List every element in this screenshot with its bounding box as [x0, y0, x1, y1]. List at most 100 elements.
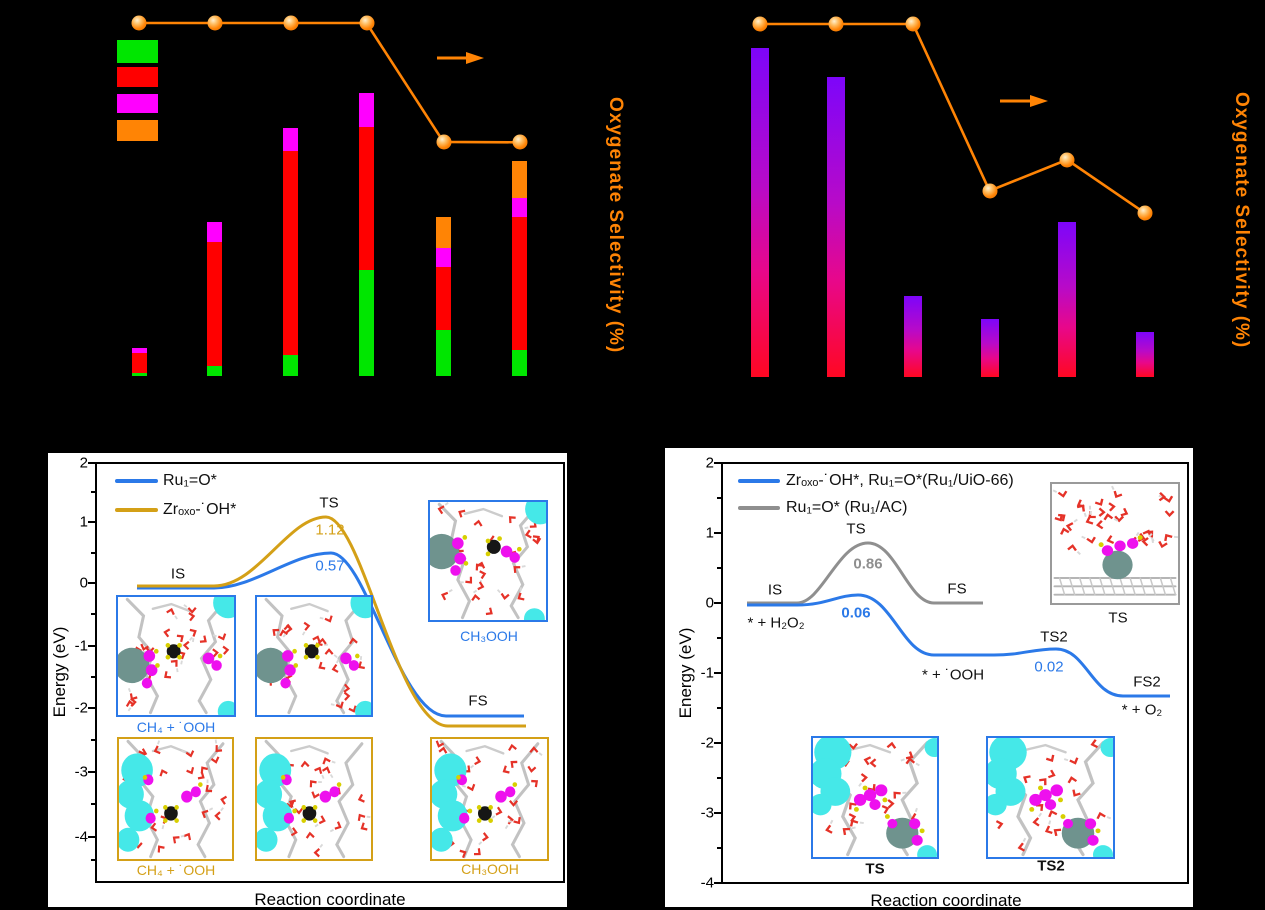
selectivity-marker [512, 134, 527, 150]
selectivity-marker [828, 16, 844, 32]
legend-line-gray [738, 506, 780, 510]
panel-d-x-axis-label: Reaction coordinate [870, 891, 1022, 910]
inset-caption: TS2 [1037, 857, 1065, 875]
legend-swatch-green [117, 40, 158, 63]
inset-caption: CH₃OOH [460, 628, 518, 644]
stacked-bar-segment [131, 348, 147, 354]
state-label-IS: IS [170, 565, 186, 583]
y-tick: -3 [700, 804, 714, 822]
selectivity-marker [436, 134, 451, 150]
legend-swatch-orange [117, 120, 158, 141]
stacked-bar-segment [512, 216, 527, 350]
state-label-IS: IS [767, 581, 783, 599]
panel-a-right-axis-label: Oxygenate Selectivity (%) [605, 97, 626, 354]
barrier-value-blue: 0.57 [315, 557, 345, 575]
y-tick: -4 [74, 828, 88, 846]
stacked-bar-segment [207, 222, 222, 243]
stacked-bar-segment [283, 128, 298, 152]
panel-c-x-axis-label: Reaction coordinate [254, 890, 406, 909]
gradient-bar [1058, 221, 1076, 378]
panel-c-axes-frame [95, 462, 565, 883]
inset-caption: CH₄ + ˙OOH [136, 719, 216, 735]
y-tick: -2 [700, 734, 714, 752]
y-tick: -4 [700, 874, 714, 892]
species-label-OOH: * + ˙OOH [921, 666, 985, 684]
barrier-value-gray: 0.86 [853, 555, 883, 573]
state-label-FS: FS [947, 580, 967, 598]
stacked-bar-segment [359, 127, 374, 271]
molecular-structure-inset [1050, 482, 1180, 605]
stacked-bar-segment [359, 93, 374, 128]
barrier-value-ts2: 0.02 [1034, 658, 1064, 676]
selectivity-marker [905, 16, 921, 32]
gradient-bar [750, 47, 769, 378]
legend-label-gold: Zrₒₓₒ-˙OH* [163, 501, 237, 518]
legend-label-gray: Ru₁=O* (Ru₁/AC) [786, 499, 908, 516]
y-tick: 1 [79, 513, 88, 531]
inset-caption: CH₃OOH [461, 861, 519, 877]
inset-caption: CH₄ + ˙OOH [136, 862, 216, 878]
right-arrow-icon [1000, 95, 1048, 107]
stacked-bar-segment [283, 355, 298, 376]
stacked-bar-segment [131, 353, 147, 374]
y-tick: 0 [705, 594, 714, 612]
gradient-bar [827, 77, 845, 378]
species-label-H2O2: * + H₂O₂ [747, 614, 805, 632]
molecular-structure-inset [116, 595, 236, 717]
legend-line-gold [115, 508, 158, 512]
y-tick: 2 [705, 454, 714, 472]
y-tick: 2 [79, 454, 88, 472]
molecular-structure-inset [430, 737, 549, 861]
stacked-bar-segment [512, 197, 527, 217]
selectivity-marker [1059, 152, 1075, 168]
stacked-bar-segment [436, 330, 451, 376]
state-label-TS2: TS2 [1040, 628, 1068, 646]
stacked-bar-segment [436, 217, 451, 249]
legend-line-blue [115, 479, 158, 483]
barrier-value-blue: 0.06 [841, 604, 871, 622]
panel-d-y-axis-label: Energy (eV) [676, 627, 695, 719]
panel-c-y-axis-label: Energy (eV) [50, 626, 69, 718]
y-tick: 1 [705, 524, 714, 542]
gradient-bar [1135, 331, 1154, 378]
species-label-O2: * + O₂ [1121, 701, 1163, 719]
legend-label-blue: Zrₒₓₒ-˙OH*, Ru₁=O*(Ru₁/UiO-66) [786, 472, 1014, 489]
state-label-TS: TS [846, 520, 866, 538]
stacked-bar-segment [512, 349, 527, 376]
inset-caption: TS [865, 860, 885, 878]
molecular-structure-inset [986, 736, 1115, 859]
inset-caption: TS [1108, 609, 1128, 627]
selectivity-marker [207, 15, 222, 31]
y-tick: -2 [74, 699, 88, 717]
selectivity-marker [283, 15, 298, 31]
stacked-bar-segment [207, 242, 222, 367]
gradient-bar [980, 318, 999, 378]
panel-d-axes-frame [721, 462, 1189, 884]
y-tick: -1 [700, 664, 714, 682]
barrier-value-gold: 1.12 [315, 521, 345, 539]
molecular-structure-inset [255, 595, 373, 717]
y-tick: -1 [74, 637, 88, 655]
molecular-structure-inset [117, 737, 234, 861]
stacked-bar-segment [207, 366, 222, 376]
selectivity-marker [131, 15, 147, 31]
selectivity-marker [982, 183, 997, 199]
stacked-bar-segment [359, 270, 374, 376]
panel-b-right-axis-label: Oxygenate Selectivity (%) [1231, 92, 1252, 349]
y-tick: -3 [74, 763, 88, 781]
state-label-FS2: FS2 [1133, 673, 1161, 691]
gradient-bar [904, 295, 922, 378]
stacked-bar-segment [283, 151, 298, 356]
molecular-structure-inset [811, 736, 939, 859]
state-label-FS: FS [468, 692, 488, 710]
state-label-TS: TS [319, 494, 339, 512]
selectivity-line [759, 22, 1146, 214]
molecular-structure-inset [428, 500, 548, 622]
stacked-bar-segment [436, 267, 451, 331]
stacked-bar-segment [131, 373, 147, 376]
right-arrow-icon [437, 52, 484, 64]
legend-swatch-red [117, 67, 158, 87]
selectivity-marker [1137, 205, 1152, 221]
selectivity-marker [359, 15, 374, 31]
